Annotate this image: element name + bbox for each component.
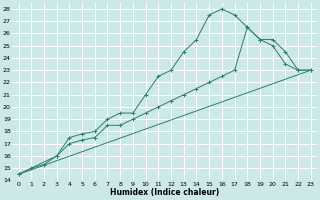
X-axis label: Humidex (Indice chaleur): Humidex (Indice chaleur) (110, 188, 219, 197)
